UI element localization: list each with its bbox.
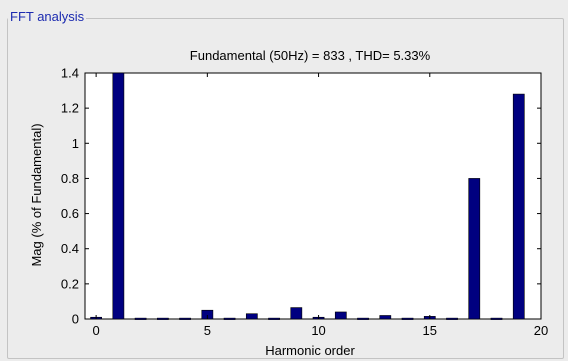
- y-tick-label-1.4: 1.4: [61, 66, 79, 81]
- bar-harmonic-19: [512, 93, 525, 320]
- fft-panel-frame: [7, 18, 564, 359]
- bar-harmonic-2: [134, 317, 147, 320]
- y-tick-label-1.2: 1.2: [61, 101, 79, 116]
- bar-harmonic-6: [223, 317, 236, 320]
- y-tick-label-0.2: 0.2: [61, 276, 79, 291]
- y-axis-label: Mag (% of Fundamental): [29, 123, 44, 266]
- bar-harmonic-12: [357, 317, 369, 320]
- bar-harmonic-9: [290, 307, 303, 320]
- bar-harmonic-4: [179, 317, 191, 320]
- bar-harmonic-17: [468, 178, 481, 320]
- x-tick-label-0: 0: [93, 323, 100, 338]
- bar-harmonic-1: [112, 72, 125, 320]
- bar-harmonic-8: [268, 317, 280, 320]
- x-tick-label-20: 20: [534, 323, 548, 338]
- bar-harmonic-7: [245, 313, 258, 320]
- y-tick-label-1: 1: [72, 136, 79, 151]
- y-tick-label-0.4: 0.4: [61, 241, 79, 256]
- y-tick-label-0.8: 0.8: [61, 171, 79, 186]
- bar-harmonic-3: [156, 317, 169, 320]
- x-tick-label-5: 5: [204, 323, 211, 338]
- x-axis-label: Harmonic order: [265, 343, 355, 358]
- y-tick-label-0.6: 0.6: [61, 206, 79, 221]
- y-tick-label-0: 0: [72, 312, 79, 327]
- fft-panel-title: FFT analysis: [8, 9, 87, 24]
- bar-harmonic-14: [401, 317, 414, 320]
- x-tick-label-10: 10: [311, 323, 325, 338]
- plot-area: [84, 72, 542, 320]
- bar-harmonic-18: [490, 317, 503, 320]
- x-tick-label-15: 15: [423, 323, 437, 338]
- chart-title: Fundamental (50Hz) = 833 , THD= 5.33%: [190, 48, 431, 63]
- bar-harmonic-13: [379, 315, 392, 320]
- bar-harmonic-11: [334, 311, 347, 320]
- bar-harmonic-16: [446, 317, 458, 320]
